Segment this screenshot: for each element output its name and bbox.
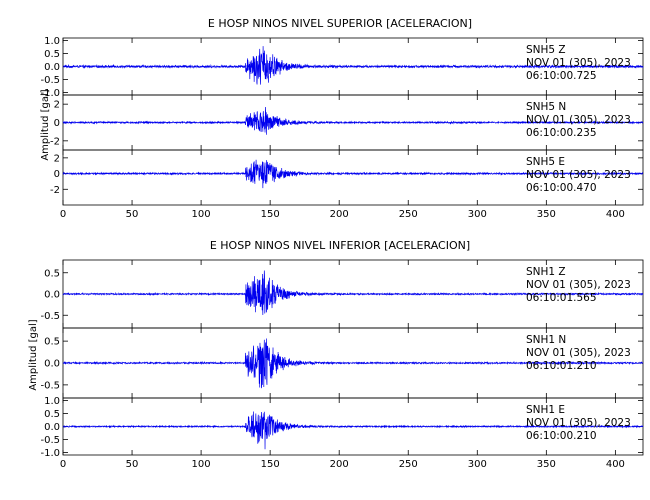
record-time-label: 06:10:00.725: [526, 70, 597, 82]
x-tick-label: 300: [468, 209, 487, 220]
waveform-line: [62, 270, 644, 315]
x-tick-label: 200: [330, 459, 349, 470]
x-tick-label: 200: [330, 209, 349, 220]
y-tick-label: -1.0: [40, 448, 60, 459]
record-date-label: NOV 01 (305), 2023: [526, 57, 631, 69]
x-tick-label: 300: [468, 459, 487, 470]
x-tick-label: 150: [261, 459, 280, 470]
chart-title-upper: E HOSP NINOS NIVEL SUPERIOR [ACELERACION…: [208, 17, 472, 30]
record-time-label: 06:10:00.210: [526, 430, 597, 442]
y-tick-label: -0.5: [40, 311, 60, 322]
y-tick-label: -2: [50, 185, 60, 196]
y-tick-label: 1.0: [44, 36, 60, 47]
record-date-label: NOV 01 (305), 2023: [526, 114, 631, 126]
x-tick-label: 250: [399, 209, 418, 220]
y-tick-label: 0.5: [44, 409, 60, 420]
station-component-label: SNH5 E: [526, 156, 565, 168]
x-tick-label: 250: [399, 459, 418, 470]
y-tick-label: -0.5: [40, 380, 60, 391]
y-tick-label: 0.5: [44, 268, 60, 279]
waveform-line: [62, 46, 644, 85]
record-date-label: NOV 01 (305), 2023: [526, 417, 631, 429]
station-component-label: SNH1 E: [526, 404, 565, 416]
panel-frame: [62, 149, 644, 206]
station-component-label: SNH5 Z: [526, 44, 566, 56]
record-date-label: NOV 01 (305), 2023: [526, 169, 631, 181]
station-component-label: SNH5 N: [526, 101, 566, 113]
y-tick-label: 2: [54, 100, 60, 111]
waveform-line: [62, 411, 644, 450]
waveform-line: [62, 159, 644, 189]
y-tick-label: -1.0: [40, 88, 60, 99]
chart-upper: E HOSP NINOS NIVEL SUPERIOR [ACELERACION…: [40, 17, 472, 161]
station-component-label: SNH1 N: [526, 334, 566, 346]
record-date-label: NOV 01 (305), 2023: [526, 347, 631, 359]
x-tick-label: 350: [537, 209, 556, 220]
y-tick-label: -0.5: [40, 75, 60, 86]
y-tick-label: -0.5: [40, 435, 60, 446]
y-tick-label: -2: [50, 136, 60, 147]
chart-lower: E HOSP NINOS NIVEL INFERIOR [ACELERACION…: [28, 239, 470, 391]
y-tick-label: 2: [54, 153, 60, 164]
y-tick-label: 0.0: [44, 290, 60, 301]
y-tick-label: 1.0: [44, 396, 60, 407]
y-tick-label: 0: [54, 118, 60, 129]
x-tick-label: 50: [126, 459, 139, 470]
record-time-label: 06:10:00.470: [526, 182, 597, 194]
y-tick-label: 0: [54, 169, 60, 180]
record-time-label: 06:10:01.565: [526, 292, 597, 304]
y-tick-label: 0.0: [44, 422, 60, 433]
ylabel-lower: Amplitud [gal]: [28, 319, 39, 390]
x-tick-label: 100: [192, 209, 211, 220]
waveform-line: [62, 338, 644, 389]
y-tick-label: 0.5: [44, 49, 60, 60]
record-time-label: 06:10:00.235: [526, 127, 597, 139]
y-tick-label: 0.0: [44, 359, 60, 370]
record-date-label: NOV 01 (305), 2023: [526, 279, 631, 291]
x-tick-label: 0: [60, 459, 66, 470]
waveform-line: [62, 106, 644, 135]
chart-title-lower: E HOSP NINOS NIVEL INFERIOR [ACELERACION…: [210, 239, 470, 252]
station-component-label: SNH1 Z: [526, 266, 566, 278]
x-tick-label: 50: [126, 209, 139, 220]
ylabel-upper: Amplitud [gal]: [40, 89, 51, 160]
y-tick-label: 0.5: [44, 337, 60, 348]
x-tick-label: 0: [60, 209, 66, 220]
x-tick-label: 350: [537, 459, 556, 470]
x-tick-label: 400: [606, 459, 625, 470]
y-tick-label: 0.0: [44, 62, 60, 73]
x-tick-label: 100: [192, 459, 211, 470]
x-tick-label: 150: [261, 209, 280, 220]
x-tick-label: 400: [606, 209, 625, 220]
record-time-label: 06:10:01.210: [526, 360, 597, 372]
